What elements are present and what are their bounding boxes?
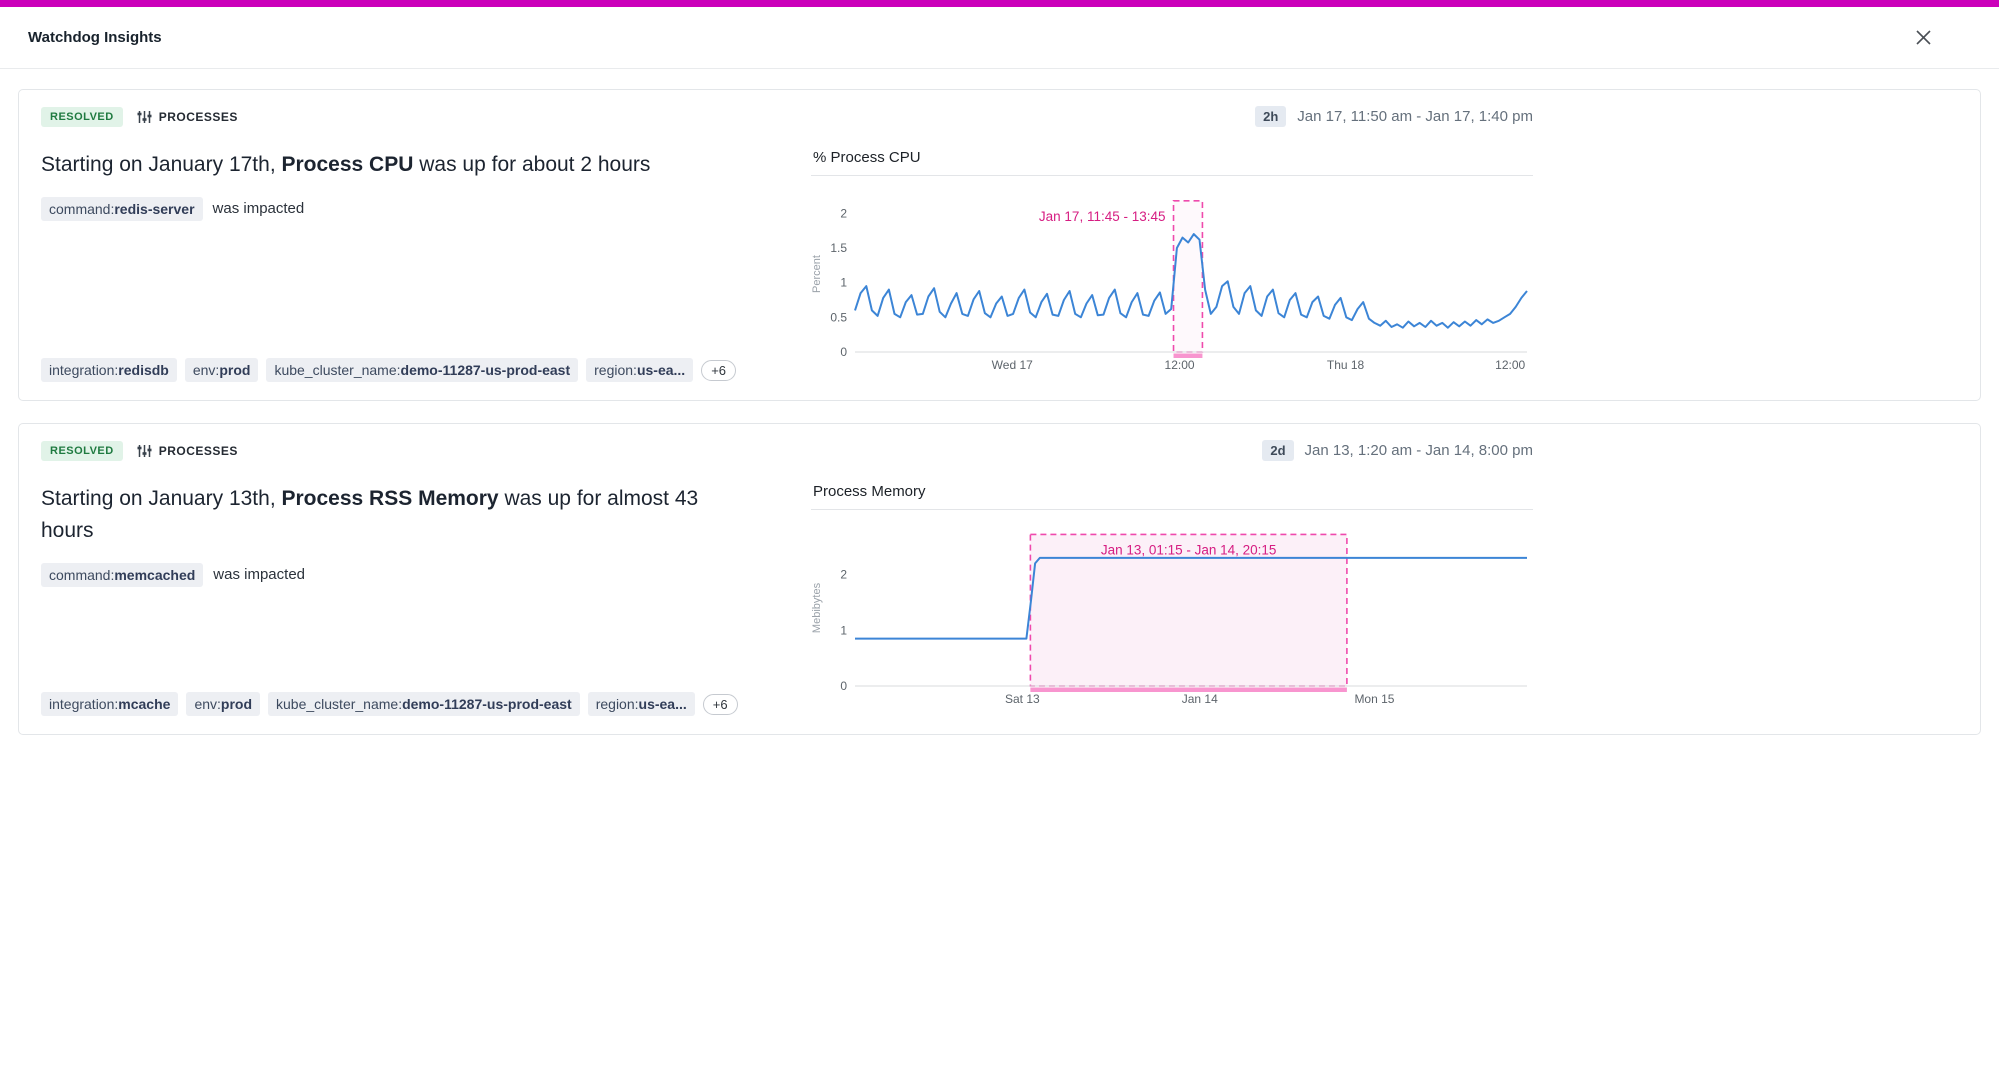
svg-text:0: 0 [840,679,847,693]
tag-pill[interactable]: kube_cluster_name:demo-11287-us-prod-eas… [268,692,580,716]
category-label: PROCESSES [158,443,238,458]
tags-row: integration:redisdb env:prod kube_cluste… [41,358,781,382]
insight-title: Starting on January 17th, Process CPU wa… [41,153,651,176]
svg-text:Jan 17, 11:45 - 13:45: Jan 17, 11:45 - 13:45 [1039,209,1166,224]
more-tags-button[interactable]: +6 [702,693,738,715]
card-header: RESOLVED PROCESSE [41,106,1533,127]
duration-badge: 2d [1262,440,1294,461]
svg-text:Jan 13, 01:15 - Jan 14, 20:15: Jan 13, 01:15 - Jan 14, 20:15 [1101,542,1277,557]
svg-text:Sat 13: Sat 13 [1005,692,1040,706]
tag-pill[interactable]: env:prod [184,358,259,382]
impacted-text: was impacted [212,200,305,218]
processes-icon [137,444,152,457]
panel-header: Watchdog Insights [0,7,1999,69]
insights-list: RESOLVED PROCESSE [0,69,1999,735]
svg-text:2: 2 [840,206,847,220]
svg-text:12:00: 12:00 [1495,358,1525,372]
svg-text:0: 0 [840,345,847,359]
tag-pill[interactable]: env:prod [186,692,261,716]
top-accent-bar [0,0,1999,7]
svg-text:0.5: 0.5 [830,310,847,324]
status-badge: RESOLVED [41,106,123,127]
time-range: Jan 17, 11:50 am - Jan 17, 1:40 pm [1297,108,1533,125]
insight-title: Starting on January 13th, Process RSS Me… [41,487,699,542]
tag-pill[interactable]: integration:mcache [41,692,179,716]
status-badge: RESOLVED [41,440,123,461]
impacted-text: was impacted [213,566,306,584]
process-memory-chart[interactable]: 0 1 2 Mebibytes Sat 13 Jan 14 Mon 15 Jan 13, 01… [811,514,1533,716]
svg-text:1: 1 [840,276,847,290]
more-tags-button[interactable]: +6 [701,359,737,381]
svg-text:Wed 17: Wed 17 [992,358,1033,372]
insight-card[interactable]: RESOLVED PROCESSE [18,89,1981,401]
duration-badge: 2h [1255,106,1287,127]
tags-row: integration:mcache env:prod kube_cluster… [41,692,781,716]
svg-text:1: 1 [840,623,847,637]
impacted-tag-pill[interactable]: command:redis-server [41,196,203,221]
svg-text:12:00: 12:00 [1165,358,1195,372]
svg-text:Jan 14: Jan 14 [1182,692,1218,706]
svg-text:Mon 15: Mon 15 [1354,692,1394,706]
chart-title: Process Memory [811,483,1533,510]
insight-card[interactable]: RESOLVED PROCESSE [18,423,1981,735]
impacted-row: command:redis-server was impacted [41,196,781,221]
process-cpu-chart[interactable]: 0 0.5 1 1.5 2 Percent Wed 17 12:00 Thu 18 12:00 Ja… [811,180,1533,382]
svg-text:1.5: 1.5 [830,241,847,255]
close-icon [1916,30,1931,45]
processes-icon [137,110,152,123]
impacted-row: command:memcached was impacted [41,562,781,587]
tag-pill[interactable]: kube_cluster_name:demo-11287-us-prod-eas… [266,358,579,382]
chart-panel: % Process CPU 0 0.5 1 1.5 2 Percent Wed 17 12:0… [811,149,1533,382]
tag-pill[interactable]: region:us-ea... [586,358,694,382]
tag-pill[interactable]: integration:redisdb [41,358,177,382]
close-button[interactable] [1910,24,1937,51]
svg-text:2: 2 [840,568,847,582]
svg-text:Thu 18: Thu 18 [1327,358,1365,372]
panel-title: Watchdog Insights [28,29,162,46]
impacted-tag-pill[interactable]: command:memcached [41,562,204,587]
tag-pill[interactable]: region:us-ea... [587,692,695,716]
time-range: Jan 13, 1:20 am - Jan 14, 8:00 pm [1304,442,1533,459]
svg-text:Percent: Percent [811,255,823,293]
card-header: RESOLVED PROCESSE [41,440,1533,461]
chart-panel: Process Memory 0 1 2 Mebibytes Sat 13 Jan 14 M… [811,483,1533,716]
svg-text:Mebibytes: Mebibytes [811,582,823,633]
chart-title: % Process CPU [811,149,1533,176]
category-label: PROCESSES [158,109,238,124]
